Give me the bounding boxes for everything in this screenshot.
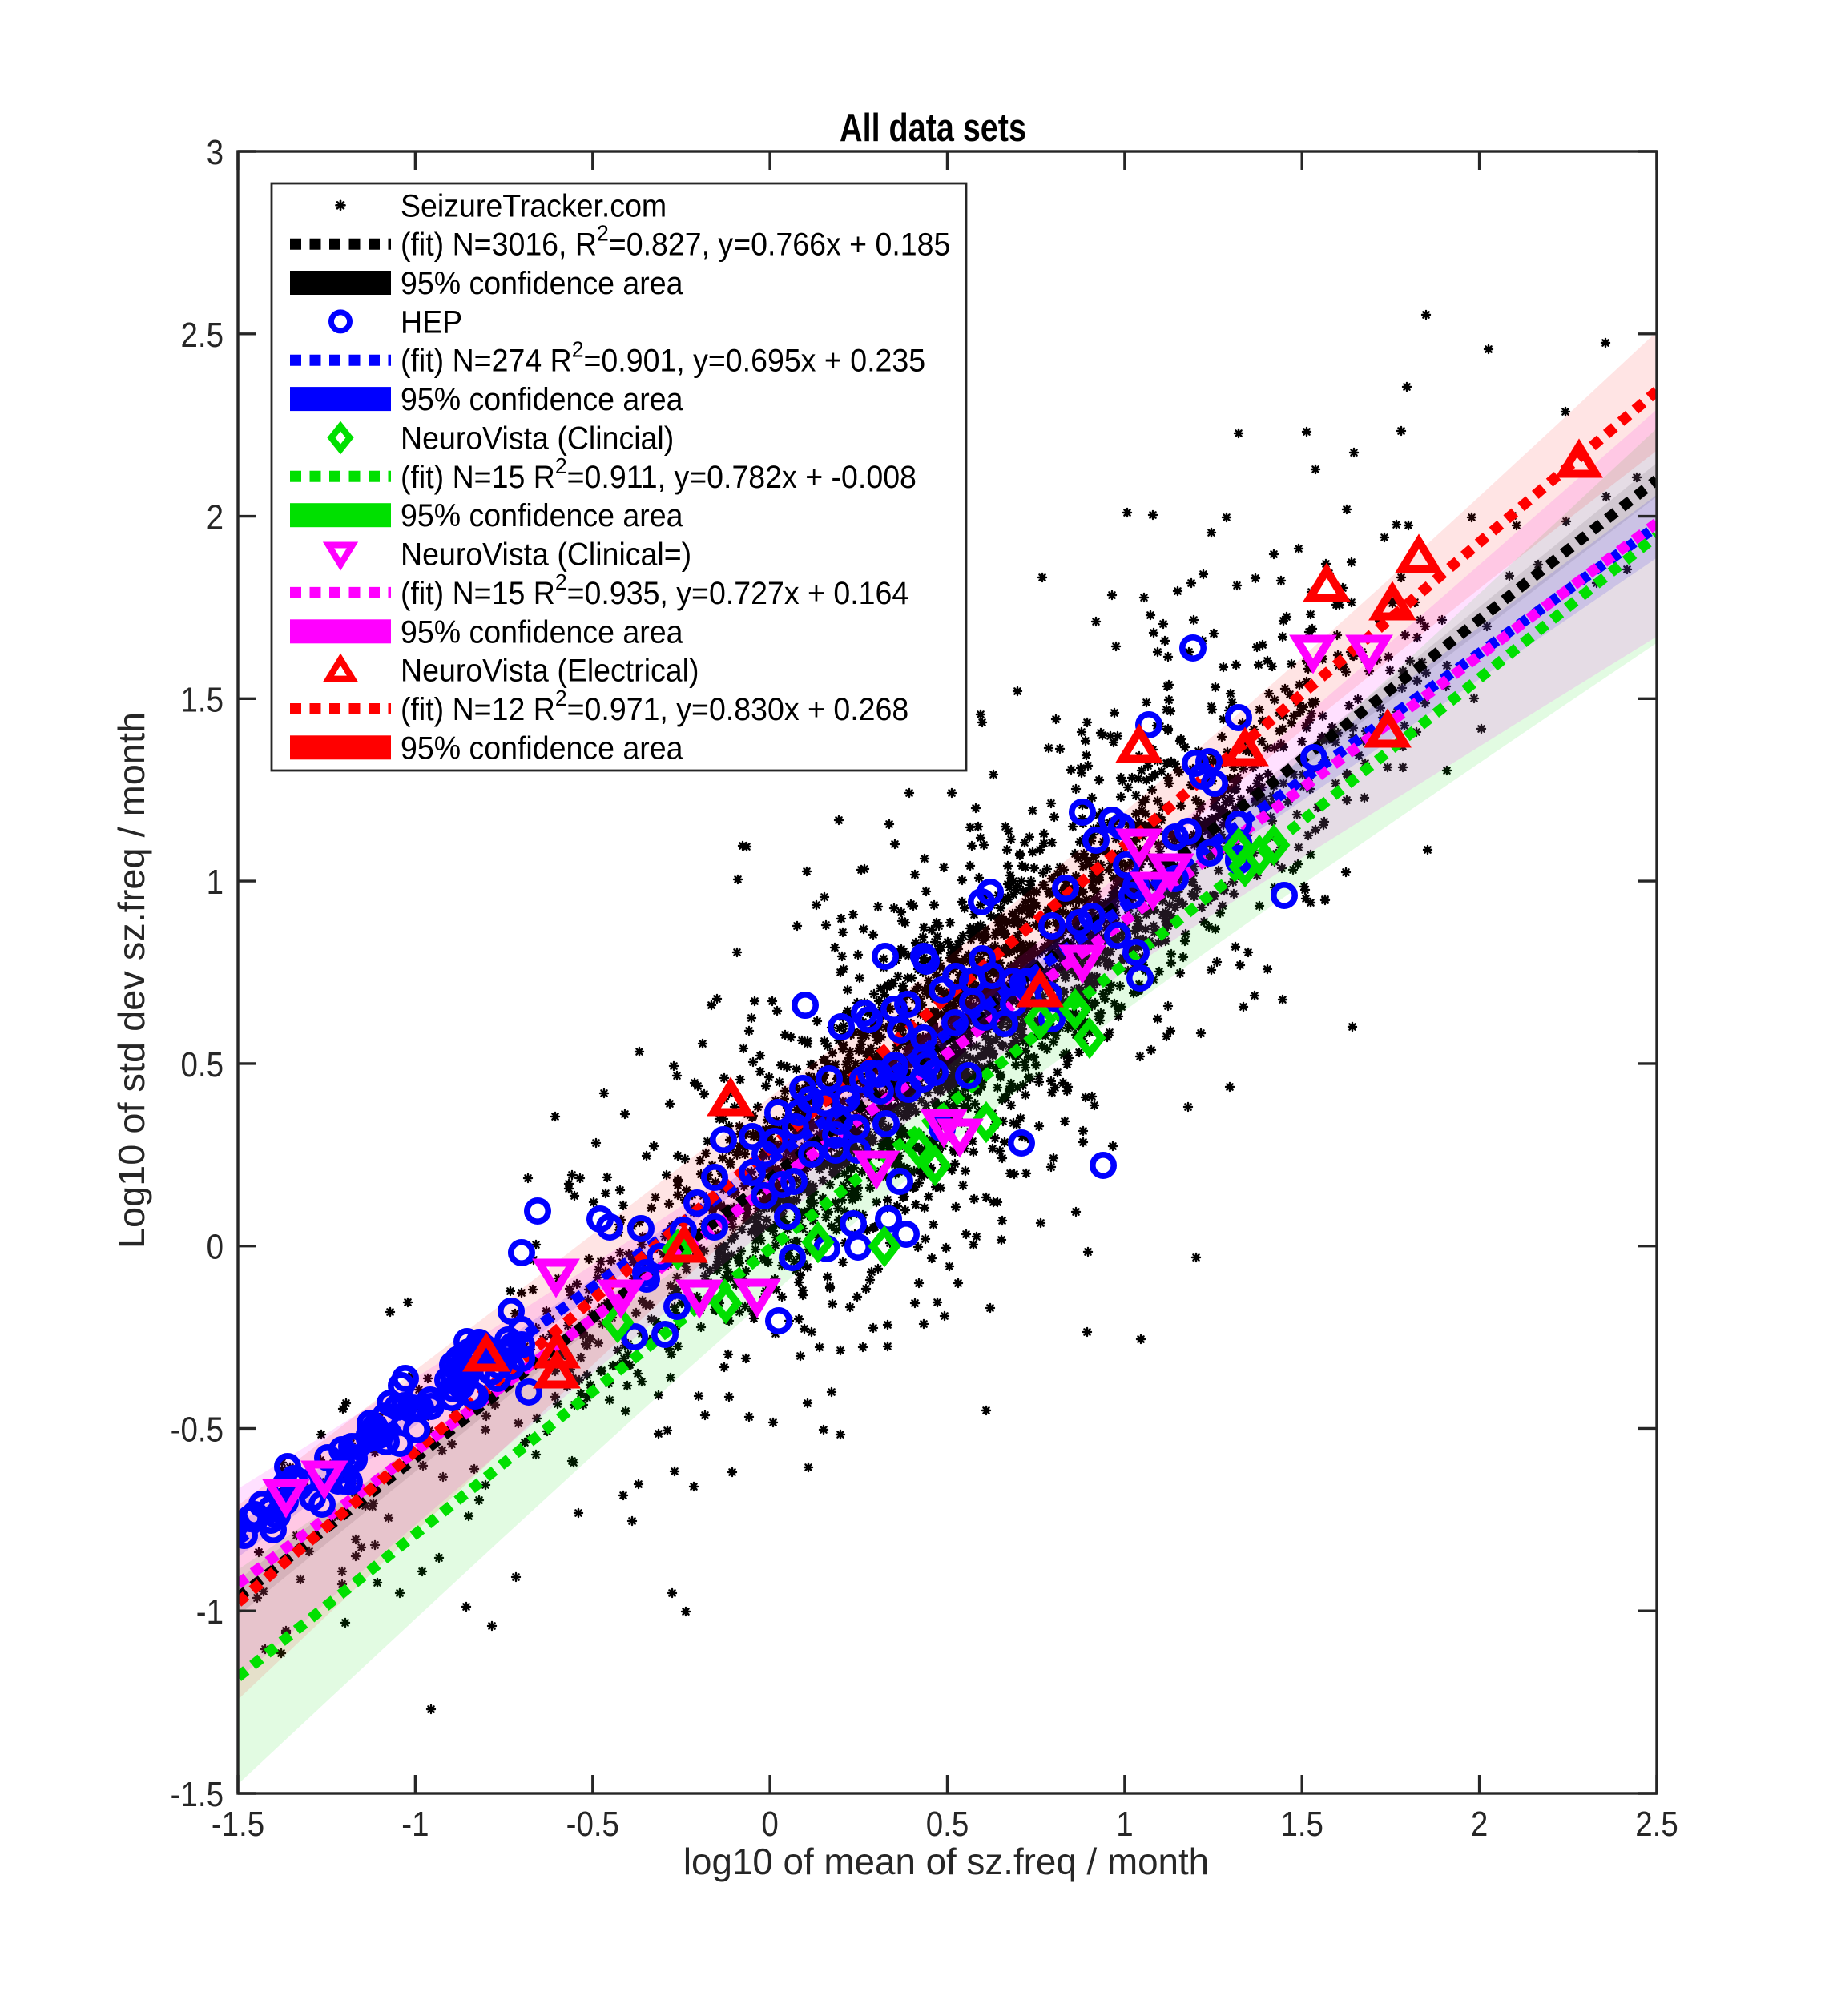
svg-text:-1.5: -1.5 bbox=[171, 1775, 224, 1814]
svg-text:(fit) N=15 R2​=0.911, y=0.782x: (fit) N=15 R2​=0.911, y=0.782x + -0.008 bbox=[401, 453, 917, 495]
svg-text:HEP: HEP bbox=[401, 305, 462, 340]
svg-text:(fit) N=274 R2​=0.901, y=0.695: (fit) N=274 R2​=0.901, y=0.695x + 0.235 bbox=[401, 336, 925, 379]
svg-text:NeuroVista (Clinical=): NeuroVista (Clinical=) bbox=[401, 537, 691, 573]
svg-text:95% confidence area: 95% confidence area bbox=[401, 266, 683, 301]
svg-text:(fit) N=12 R2​=0.971, y=0.830x: (fit) N=12 R2​=0.971, y=0.830x + 0.268 bbox=[401, 685, 908, 727]
svg-text:log10 of mean of sz.freq / mon: log10 of mean of sz.freq / month bbox=[683, 1841, 1209, 1882]
svg-text:All data sets: All data sets bbox=[840, 107, 1026, 150]
svg-text:95% confidence area: 95% confidence area bbox=[401, 382, 683, 417]
svg-text:95% confidence area: 95% confidence area bbox=[401, 498, 683, 533]
svg-text:2.5: 2.5 bbox=[1635, 1805, 1678, 1844]
svg-text:NeuroVista (Electrical): NeuroVista (Electrical) bbox=[401, 654, 699, 689]
svg-text:0.5: 0.5 bbox=[926, 1805, 969, 1844]
svg-text:0: 0 bbox=[207, 1227, 224, 1266]
svg-text:1.5: 1.5 bbox=[180, 680, 224, 719]
svg-text:2.5: 2.5 bbox=[180, 315, 224, 354]
svg-text:1: 1 bbox=[207, 863, 224, 902]
svg-text:1.5: 1.5 bbox=[1280, 1805, 1323, 1844]
svg-text:2: 2 bbox=[1471, 1805, 1488, 1844]
svg-text:NeuroVista (Clincial): NeuroVista (Clincial) bbox=[401, 421, 674, 457]
svg-text:-0.5: -0.5 bbox=[171, 1410, 224, 1449]
svg-text:-1: -1 bbox=[196, 1592, 224, 1632]
svg-text:(fit) N=15 R2​=0.935, y=0.727x: (fit) N=15 R2​=0.935, y=0.727x + 0.164 bbox=[401, 569, 908, 611]
svg-text:-1.5: -1.5 bbox=[212, 1805, 264, 1844]
svg-text:0: 0 bbox=[761, 1805, 778, 1844]
svg-text:SeizureTracker.com: SeizureTracker.com bbox=[401, 188, 667, 223]
svg-text:-1: -1 bbox=[401, 1805, 429, 1844]
svg-text:(fit) N=3016, R2​=0.827, y=0.7: (fit) N=3016, R2​=0.827, y=0.766x + 0.18… bbox=[401, 220, 950, 263]
svg-text:Log10 of std dev sz.freq / mon: Log10 of std dev sz.freq / month bbox=[111, 712, 151, 1249]
svg-text:95% confidence area: 95% confidence area bbox=[401, 730, 683, 766]
svg-text:2: 2 bbox=[207, 497, 224, 537]
svg-text:1: 1 bbox=[1116, 1805, 1133, 1844]
svg-text:0.5: 0.5 bbox=[180, 1045, 224, 1084]
svg-text:-0.5: -0.5 bbox=[566, 1805, 619, 1844]
svg-text:3: 3 bbox=[207, 133, 224, 172]
svg-text:95% confidence area: 95% confidence area bbox=[401, 614, 683, 650]
